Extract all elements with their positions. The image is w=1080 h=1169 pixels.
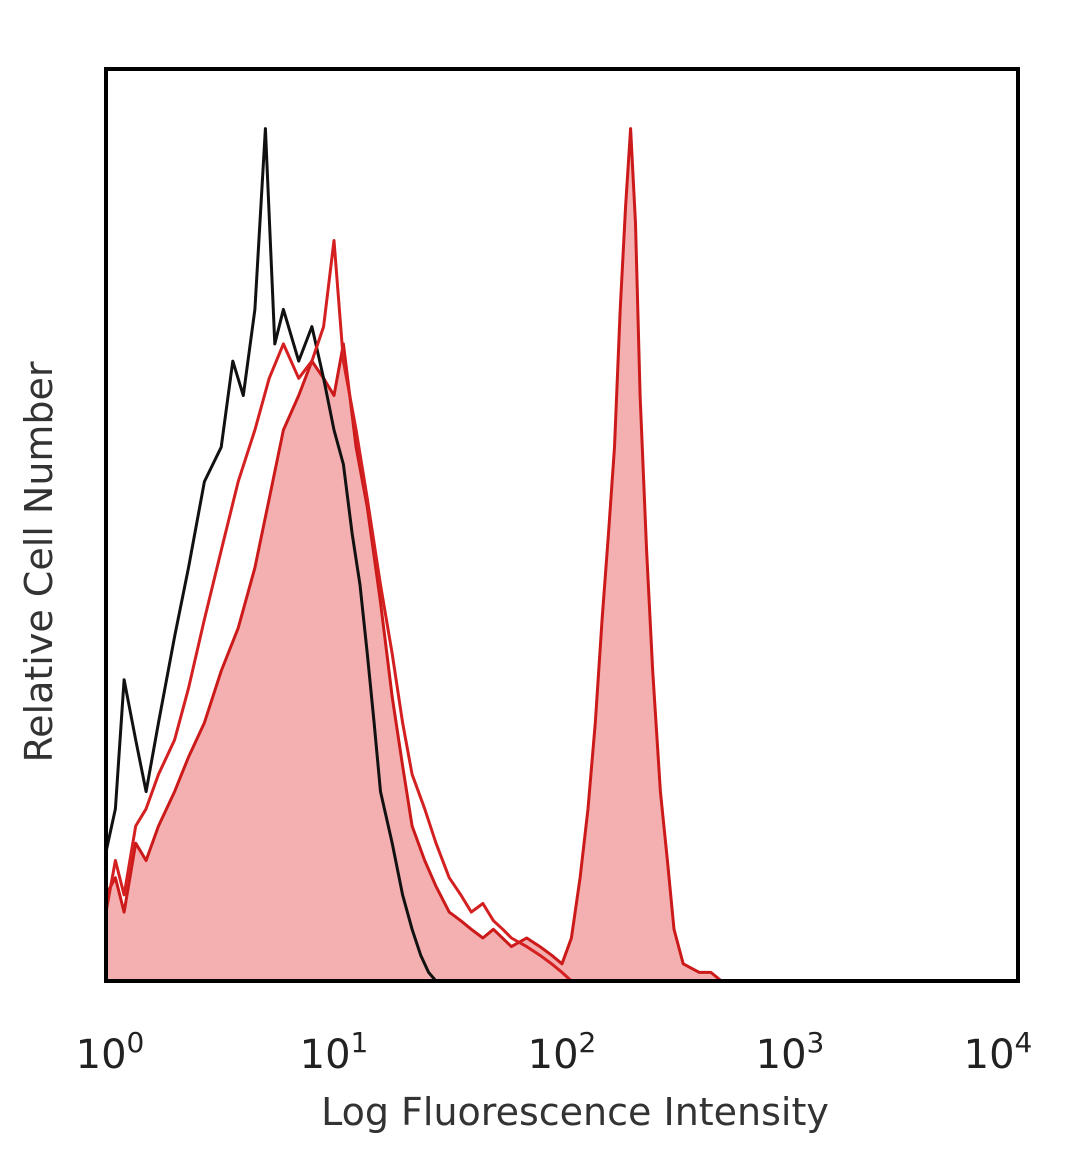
series-1-line [104, 127, 438, 982]
x-tick-label: 104 [964, 1026, 1033, 1078]
y-axis-title: Relative Cell Number [17, 361, 61, 762]
x-axis-title: Log Fluorescence Intensity [321, 1090, 829, 1134]
x-tick-labels: 100 101 102 103 104 [76, 1026, 1033, 1078]
series-0-area [106, 128, 722, 982]
x-tick-label: 100 [76, 1026, 145, 1078]
x-tick-label: 101 [300, 1026, 369, 1078]
x-tick-label: 103 [756, 1026, 825, 1078]
series-2-line [104, 239, 573, 983]
x-tick-label: 102 [528, 1026, 597, 1078]
series-layer [104, 127, 723, 983]
series-0-line [104, 127, 723, 983]
plot-frame [104, 67, 1020, 983]
